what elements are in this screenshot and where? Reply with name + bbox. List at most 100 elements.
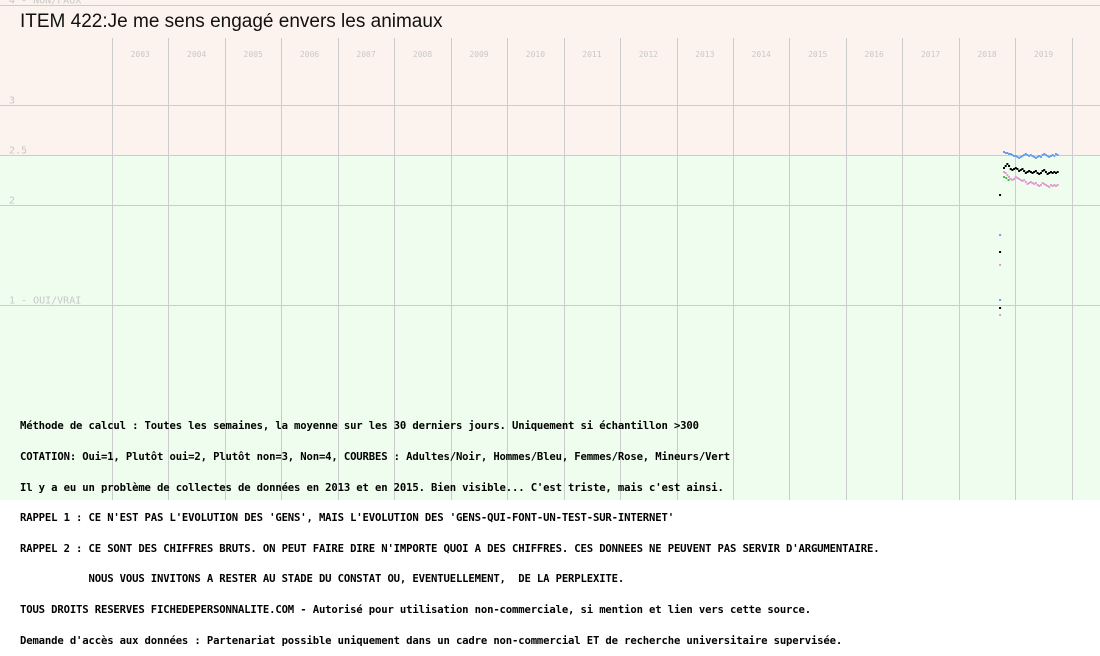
data-point (1054, 172, 1057, 174)
below-threshold-band (0, 155, 1100, 500)
data-point (1011, 179, 1014, 181)
data-point (1028, 170, 1031, 172)
x-tick-label: 2007 (356, 50, 375, 59)
data-point (1049, 171, 1052, 173)
data-point (1023, 154, 1026, 156)
data-point (1014, 167, 1017, 169)
data-point (1003, 151, 1006, 153)
data-point (1024, 172, 1027, 174)
data-point (1018, 178, 1021, 180)
data-point (1029, 171, 1032, 173)
data-point (1021, 168, 1024, 170)
data-point (1041, 182, 1044, 184)
x-tick-label: 2018 (977, 50, 996, 59)
data-point (1046, 185, 1049, 187)
data-point (1013, 178, 1016, 180)
data-point (1044, 171, 1047, 173)
data-point (1009, 178, 1012, 180)
data-point (1053, 155, 1056, 157)
x-tick-label: 2012 (639, 50, 658, 59)
data-point (1049, 155, 1052, 157)
data-point-outlier (999, 194, 1002, 196)
data-point (1051, 172, 1054, 174)
notes-block: Méthode de calcul : Toutes les semaines,… (20, 401, 880, 656)
data-point (1036, 172, 1039, 174)
data-point (1034, 157, 1037, 159)
x-tick-label: 2004 (187, 50, 206, 59)
x-tick-label: 2017 (921, 50, 940, 59)
x-tick-label: 2014 (752, 50, 771, 59)
data-point (1056, 154, 1059, 156)
data-point (1041, 154, 1044, 156)
data-point (1048, 172, 1051, 174)
data-point (1046, 173, 1049, 175)
data-point (1029, 181, 1032, 183)
data-point (1021, 155, 1024, 157)
data-point (1031, 155, 1034, 157)
axis-labels: 2003 2004 2005 2006 2007 2008 2009 2010 2011 2012… (9, 0, 1053, 307)
data-point (1044, 154, 1047, 156)
data-point (1011, 154, 1014, 156)
data-point (1008, 153, 1011, 155)
data-point (1018, 170, 1021, 172)
data-point (1041, 170, 1044, 172)
data-point (1034, 182, 1037, 184)
chart-background (0, 0, 1100, 500)
data-point (1016, 168, 1019, 170)
data-point (1033, 183, 1036, 185)
data-point (1038, 173, 1041, 175)
y-tick-label: 2.5 (9, 146, 27, 157)
y-tick-label: 2 (9, 196, 15, 207)
data-point (1006, 174, 1009, 176)
data-point (1006, 163, 1009, 165)
data-point (1018, 157, 1021, 159)
data-point (1028, 155, 1031, 157)
data-point (1011, 169, 1014, 171)
data-point (1036, 184, 1039, 186)
data-point (1048, 186, 1051, 188)
data-point (1003, 167, 1006, 169)
data-point (1003, 176, 1006, 178)
data-point (1014, 155, 1017, 157)
data-point (1013, 168, 1016, 170)
data-point (1038, 155, 1041, 157)
data-point-outlier (999, 307, 1002, 309)
data-point (1038, 185, 1041, 187)
data-point (1004, 152, 1007, 154)
data-point (1024, 181, 1027, 183)
data-point (1008, 176, 1011, 178)
data-point (1019, 179, 1022, 181)
data-point (1019, 169, 1022, 171)
data-point (1044, 184, 1047, 186)
data-point (1054, 153, 1057, 155)
data-point (1029, 154, 1032, 156)
data-point (1031, 172, 1034, 174)
data-point (1053, 184, 1056, 186)
data-point (1036, 156, 1039, 158)
data-point (1005, 177, 1008, 179)
data-point (1051, 154, 1054, 156)
x-tick-label: 2010 (526, 50, 545, 59)
data-point-outlier (999, 234, 1002, 236)
data-point (1006, 152, 1009, 154)
note-line: TOUS DROITS RESERVES FICHEDEPERSONNALITE… (20, 604, 811, 617)
y-tick-label: 3 (9, 96, 15, 107)
data-point (1051, 185, 1054, 187)
data-point (1009, 168, 1012, 170)
data-point (1023, 170, 1026, 172)
data-point (1013, 155, 1016, 157)
chart-grid (0, 5, 1100, 500)
data-point (1019, 156, 1022, 158)
data-point (1043, 153, 1046, 155)
data-point (1021, 180, 1024, 182)
data-point (1046, 155, 1049, 157)
data-point (1056, 171, 1059, 173)
x-tick-label: 2008 (413, 50, 432, 59)
data-point (1007, 179, 1010, 181)
note-line: RAPPEL 2 : CE SONT DES CHIFFRES BRUTS. O… (20, 542, 880, 555)
data-point (1053, 171, 1056, 173)
data-point (1039, 156, 1042, 158)
y-tick-label: 4 - NON/FAUX (9, 0, 81, 7)
data-point (1028, 182, 1031, 184)
note-line: NOUS VOUS INVITONS A RESTER AU STADE DU … (20, 573, 625, 586)
